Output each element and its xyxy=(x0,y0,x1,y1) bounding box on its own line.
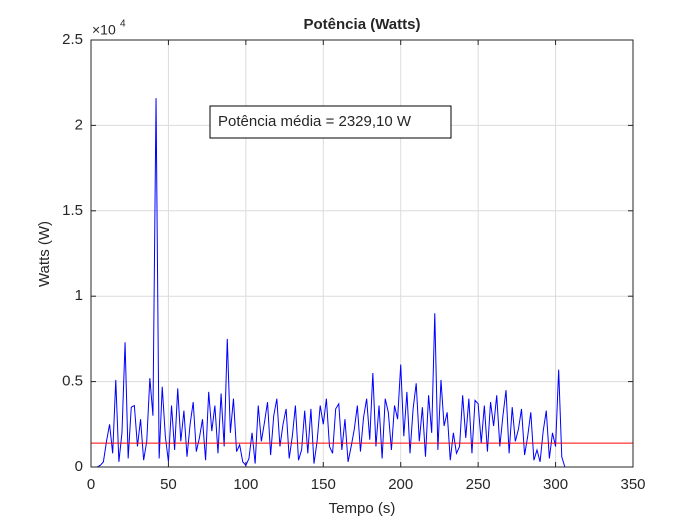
x-tick-label: 300 xyxy=(543,476,568,493)
x-tick-label: 0 xyxy=(87,476,95,493)
data-line xyxy=(91,98,572,468)
chart-title: Potência (Watts) xyxy=(304,16,421,33)
y-tick-label: 1 xyxy=(75,287,83,304)
annotation-box xyxy=(209,105,452,139)
x-tick-label: 150 xyxy=(311,476,336,493)
x-tick-label: 250 xyxy=(466,476,491,493)
y-tick-label: 1.5 xyxy=(62,202,83,219)
annotation: Potência média = 2329,10 W xyxy=(218,113,412,130)
x-tick-label: 100 xyxy=(233,476,258,493)
y-axis-label: Watts (W) xyxy=(36,221,53,287)
x-tick-label: 350 xyxy=(620,476,645,493)
y-tick-label: 0 xyxy=(75,458,83,475)
x-tick-label: 200 xyxy=(388,476,413,493)
plot-area xyxy=(91,40,633,467)
plot-frame xyxy=(90,39,634,468)
y-tick-label: 2 xyxy=(75,116,83,133)
x-tick-label: 50 xyxy=(160,476,177,493)
y-exponent: ×10 xyxy=(92,22,116,38)
y-tick-label: 0.5 xyxy=(62,373,83,390)
x-axis-label: Tempo (s) xyxy=(329,500,396,517)
y-exponent-power: 4 xyxy=(120,19,126,30)
y-tick-label: 2.5 xyxy=(62,31,83,48)
